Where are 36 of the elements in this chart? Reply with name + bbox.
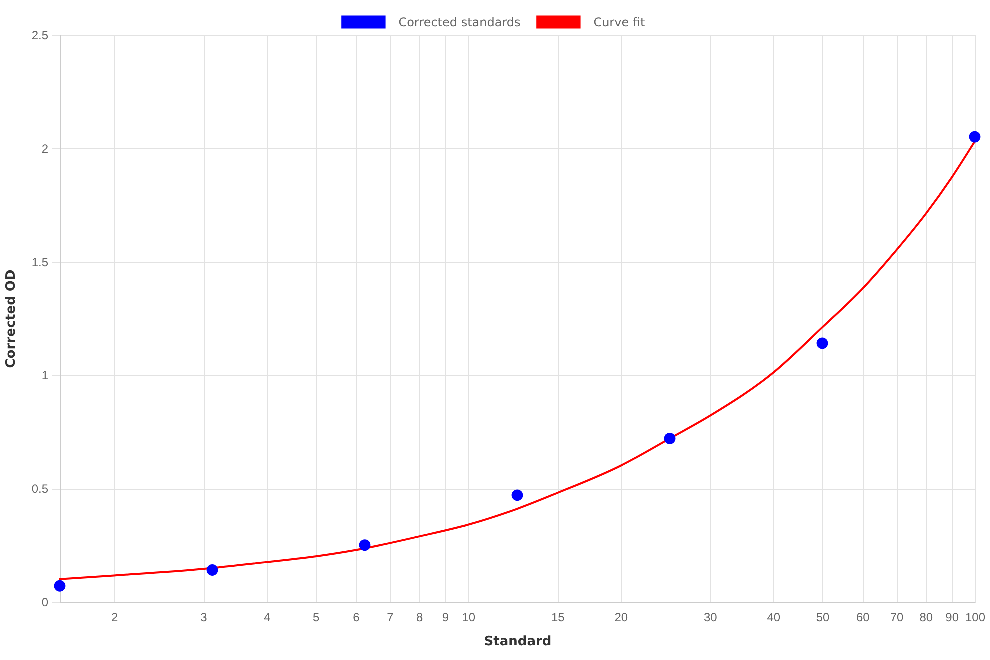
y-tick-label: 2 [42,142,49,156]
point [512,490,524,502]
point [54,580,66,592]
y-tick-label: 1.5 [32,255,49,270]
y-tick-label: 0.5 [32,482,49,496]
x-tick-label: 5 [313,610,320,624]
x-tick-label: 3 [200,610,208,624]
x-tick-label: 8 [416,610,424,624]
x-axis-title: Standard [484,634,552,650]
y-tick-label: 2.5 [32,28,49,42]
x-tick-label: 80 [920,610,934,624]
legend-label: Curve fit [594,15,646,30]
x-tick-label: 7 [387,610,394,624]
x-tick-label: 50 [816,610,830,624]
legend-label: Corrected standards [398,15,521,30]
x-tick-label: 70 [890,610,904,624]
y-tick-label: 1 [42,368,49,383]
point [359,540,371,551]
x-tick-label: 10 [462,610,476,624]
point [969,131,981,143]
x-tick-label: 20 [614,610,628,624]
point [816,338,828,350]
point [664,433,676,444]
x-tick-label: 6 [353,610,360,624]
point [206,564,218,576]
x-tick-label: 90 [946,610,960,624]
x-tick-label: 15 [551,610,566,624]
x-tick-label: 60 [856,610,870,624]
x-tick-label: 9 [442,610,450,624]
y-axis-title: Corrected OD [4,270,19,368]
x-tick-label: 30 [704,610,718,624]
x-tick-label: 4 [264,610,271,624]
y-tick-label: 0 [42,596,49,610]
x-tick-label: 40 [767,610,781,624]
x-tick-label: 2 [111,610,118,624]
x-tick-label: 100 [965,610,986,624]
